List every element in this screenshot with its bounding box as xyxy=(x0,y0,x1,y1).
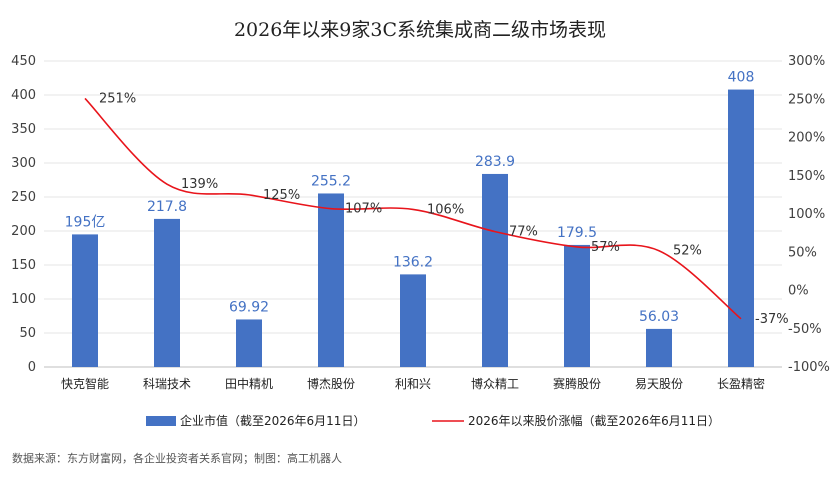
left-axis-tick-label: 450 xyxy=(11,54,36,69)
left-axis-tick-label: 300 xyxy=(11,156,36,171)
category-labels: 快克智能 科瑞技术 田中精机 博杰股份 利和兴 博众精工 赛腾股份 易天股份 长盈精密 xyxy=(61,376,765,391)
line-value-label: 52% xyxy=(673,244,702,259)
legend-line-label: 2026年以来股价涨幅（截至2026年6月11日） xyxy=(468,413,720,428)
left-axis-tick-label: 100 xyxy=(11,292,36,307)
bar xyxy=(400,274,426,367)
right-axis-tick-label: 100% xyxy=(788,207,825,222)
left-axis-tick-label: 250 xyxy=(11,190,36,205)
bar xyxy=(728,89,754,367)
category-label: 利和兴 xyxy=(395,377,431,391)
line-series: 251% 139% 125% 107% 106% 77% 57% 52% -37% xyxy=(84,91,789,327)
line-path xyxy=(84,97,742,320)
bar-value-label: 179.5 xyxy=(557,225,597,241)
right-axis-tick-label: 50% xyxy=(788,245,817,260)
bar-value-label: 69.92 xyxy=(229,299,269,315)
chart-title: 2026年以来9家3C系统集成商二级市场表现 xyxy=(234,19,606,41)
left-axis-tick-label: 200 xyxy=(11,224,36,239)
category-label: 田中精机 xyxy=(225,376,273,391)
category-label: 科瑞技术 xyxy=(143,377,191,391)
line-value-label: 251% xyxy=(99,91,136,106)
line-value-label: 125% xyxy=(263,188,300,203)
left-axis-tick-label: 150 xyxy=(11,258,36,273)
category-label: 快克智能 xyxy=(61,376,109,391)
bar-value-label: 56.03 xyxy=(639,309,679,325)
bar xyxy=(72,234,98,367)
right-axis-ticks: -100% -50% 0% 50% 100% 150% 200% 250% 300% xyxy=(788,54,830,375)
right-axis-tick-label: 150% xyxy=(788,169,825,184)
source-note: 数据来源：东方财富网，各企业投资者关系官网；制图：高工机器人 xyxy=(12,451,342,465)
left-axis-tick-label: 0 xyxy=(28,360,36,375)
line-value-label: 57% xyxy=(591,240,620,255)
bar xyxy=(318,193,344,367)
legend: 企业市值（截至2026年6月11日） 2026年以来股价涨幅（截至2026年6月… xyxy=(146,413,720,428)
line-value-label: 107% xyxy=(345,202,382,217)
right-axis-tick-label: -50% xyxy=(788,322,822,337)
line-value-label: 106% xyxy=(427,202,464,217)
bar-value-label: 408 xyxy=(728,70,755,86)
left-axis-ticks: 0 50 100 150 200 250 300 350 400 450 xyxy=(11,54,36,375)
category-label: 长盈精密 xyxy=(717,376,765,391)
category-label: 博杰股份 xyxy=(307,376,355,391)
right-axis-tick-label: 250% xyxy=(788,92,825,107)
right-axis-tick-label: 200% xyxy=(788,131,825,146)
bar xyxy=(154,218,180,367)
bar xyxy=(482,173,508,367)
bar xyxy=(646,328,672,367)
bar-value-label: 255.2 xyxy=(311,173,351,189)
bar xyxy=(564,244,590,367)
line-value-label: -37% xyxy=(755,312,789,327)
legend-bar-label: 企业市值（截至2026年6月11日） xyxy=(180,413,365,428)
line-value-label: 77% xyxy=(509,225,538,240)
category-label: 赛腾股份 xyxy=(553,376,601,391)
bar-series: 195亿 217.8 69.92 255.2 136.2 283.9 179.5 56.03 4… xyxy=(65,70,755,367)
category-label: 易天股份 xyxy=(635,377,683,391)
bar-value-label: 136.2 xyxy=(393,254,433,270)
left-axis-tick-label: 400 xyxy=(11,88,36,103)
bar-value-label: 195亿 xyxy=(65,214,106,230)
bar xyxy=(236,319,262,367)
bar-value-label: 283.9 xyxy=(475,154,515,170)
bar-value-label: 217.8 xyxy=(147,199,187,215)
category-label: 博众精工 xyxy=(471,376,519,391)
right-axis-tick-label: 0% xyxy=(788,284,809,299)
left-axis-tick-label: 350 xyxy=(11,122,36,137)
line-value-label: 139% xyxy=(181,177,218,192)
right-axis-tick-label: -100% xyxy=(788,360,830,375)
right-axis-tick-label: 300% xyxy=(788,54,825,69)
legend-bar-swatch xyxy=(146,416,176,426)
left-axis-tick-label: 50 xyxy=(19,326,36,341)
